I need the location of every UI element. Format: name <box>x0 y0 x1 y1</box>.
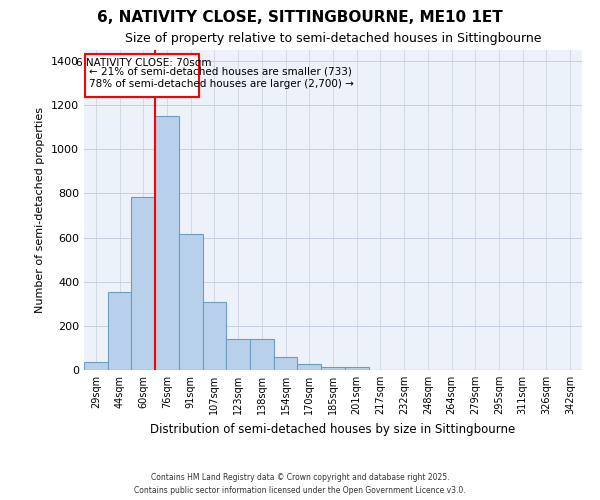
Bar <box>131 197 155 370</box>
Text: ← 21% of semi-detached houses are smaller (733): ← 21% of semi-detached houses are smalle… <box>89 66 352 76</box>
X-axis label: Distribution of semi-detached houses by size in Sittingbourne: Distribution of semi-detached houses by … <box>151 422 515 436</box>
FancyBboxPatch shape <box>85 54 199 98</box>
Bar <box>321 368 345 370</box>
Bar <box>108 292 131 370</box>
Bar <box>226 339 250 370</box>
Bar <box>179 234 203 370</box>
Bar <box>250 339 274 370</box>
Text: Contains HM Land Registry data © Crown copyright and database right 2025.
Contai: Contains HM Land Registry data © Crown c… <box>134 474 466 495</box>
Title: Size of property relative to semi-detached houses in Sittingbourne: Size of property relative to semi-detach… <box>125 32 541 44</box>
Bar <box>345 368 368 370</box>
Text: 78% of semi-detached houses are larger (2,700) →: 78% of semi-detached houses are larger (… <box>89 78 353 88</box>
Y-axis label: Number of semi-detached properties: Number of semi-detached properties <box>35 107 46 313</box>
Bar <box>203 302 226 370</box>
Bar <box>274 357 298 370</box>
Bar <box>155 116 179 370</box>
Bar <box>84 362 108 370</box>
Text: 6, NATIVITY CLOSE, SITTINGBOURNE, ME10 1ET: 6, NATIVITY CLOSE, SITTINGBOURNE, ME10 1… <box>97 10 503 25</box>
Bar <box>298 364 321 370</box>
Text: 6 NATIVITY CLOSE: 70sqm: 6 NATIVITY CLOSE: 70sqm <box>76 58 211 68</box>
